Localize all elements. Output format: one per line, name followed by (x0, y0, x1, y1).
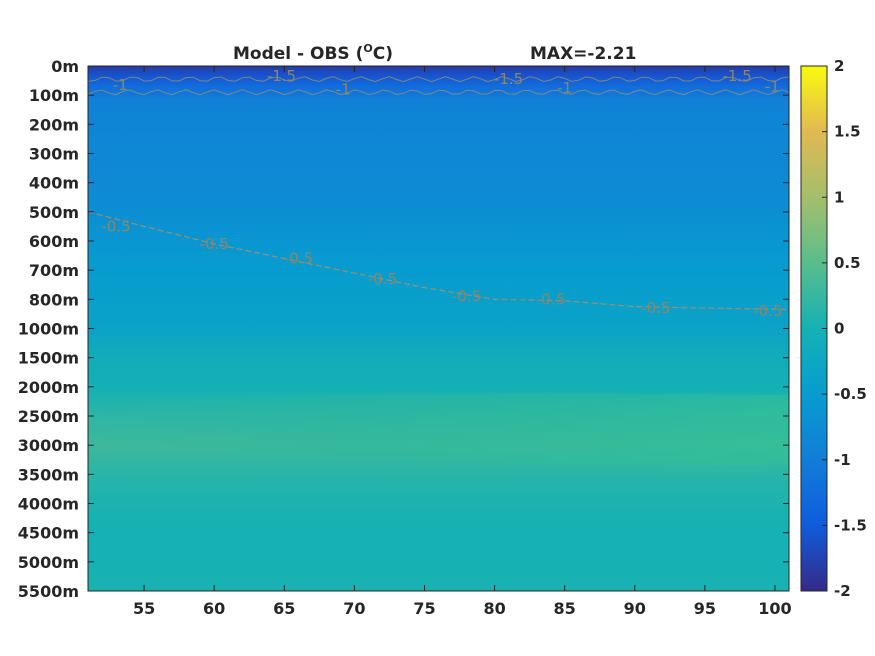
y-tick-label: 2500m (18, 407, 79, 426)
title-text: Model - OBS ( (233, 44, 363, 64)
contour-label: -0.5 (536, 290, 565, 308)
contour-label: -0.5 (368, 270, 397, 288)
y-tick-label: 3000m (18, 436, 79, 455)
colorbar-tick-label: -0.5 (834, 385, 867, 403)
y-tick-label: 1500m (18, 349, 79, 368)
contour-label: -0.5 (101, 217, 130, 235)
y-tick-label: 500m (29, 203, 79, 222)
x-tick-label: 75 (413, 599, 435, 618)
contour-label: -0.5 (452, 287, 481, 305)
contour-label: -0.5 (753, 302, 782, 320)
colorbar-tick-label: 1.5 (834, 123, 861, 141)
colorbar-tick-label: 2 (834, 57, 844, 75)
colorbar-tick-label: 1 (834, 188, 844, 206)
colorbar-tick-label: 0.5 (834, 254, 861, 272)
bottom-water-tongue (88, 393, 789, 467)
contour-label: -1 (765, 77, 780, 95)
contour-line-minus-0.5 (88, 211, 789, 311)
contour-lines (88, 76, 789, 311)
x-tick-label: 60 (203, 599, 225, 618)
colorbar-tick-label: -1.5 (834, 516, 867, 534)
y-tick-label: 4000m (18, 495, 79, 514)
contour-label: -1.5 (494, 70, 523, 88)
heatmap-field (88, 66, 789, 591)
contour-line-surface (88, 76, 789, 83)
contour-label: -0.5 (284, 250, 313, 268)
plot-area: -1 -1.5 -1 -1.5 -1 -1.5 -1 -0.5 -0.5 -0.5 -0.5 -0.5… (88, 66, 789, 591)
title-unit: C) (373, 44, 393, 64)
x-tick-label: 65 (273, 599, 295, 618)
y-tick-label: 400m (29, 174, 79, 193)
x-tick-label: 55 (133, 599, 155, 618)
colorbar-tick-label: -2 (834, 582, 851, 600)
y-tick-label: 3500m (18, 465, 79, 484)
x-tick-label: 85 (554, 599, 576, 618)
contour-label: -1 (336, 80, 351, 98)
y-tick-label: 5000m (18, 553, 79, 572)
contour-label: -1.5 (722, 67, 751, 85)
contour-label: -1 (557, 79, 572, 97)
contour-label: -0.5 (200, 235, 229, 253)
y-tick-label: 4500m (18, 524, 79, 543)
x-tick-label: 90 (624, 599, 646, 618)
contour-label: -1 (113, 76, 128, 94)
x-tick-label: 95 (694, 599, 716, 618)
x-tick-label: 100 (758, 599, 791, 618)
y-tick-label: 0m (51, 57, 79, 76)
contour-label: -1.5 (267, 67, 296, 85)
y-tick-label: 700m (29, 261, 79, 280)
chart-title-left: Model - OBS (OC) (233, 42, 393, 64)
chart-title-right: MAX=-2.21 (530, 44, 636, 64)
x-tick-label: 80 (483, 599, 505, 618)
colorbar-ticks: 2 1.5 1 0.5 0 -0.5 -1 -1.5 -2 (822, 57, 867, 600)
y-tick-label: 800m (29, 290, 79, 309)
y-tick-label: 1000m (18, 320, 79, 339)
y-tick-label: 300m (29, 145, 79, 164)
y-tick-label: 5500m (18, 582, 79, 601)
y-axis: 0m 100m 200m 300m 400m 500m 600m 700m 800m 1000m 1… (18, 57, 789, 601)
x-axis: 55 60 65 70 75 80 85 90 95 100 (133, 66, 792, 618)
contour-label: -0.5 (641, 299, 670, 317)
x-tick-label: 70 (343, 599, 365, 618)
colorbar-tick-label: -1 (834, 451, 851, 469)
title-superscript: O (363, 42, 372, 55)
contour-line-surface (88, 89, 789, 96)
y-tick-label: 200m (29, 115, 79, 134)
colorbar-tick-label: 0 (834, 320, 844, 338)
contour-labels: -1 -1.5 -1 -1.5 -1 -1.5 -1 -0.5 -0.5 -0.5 -0.5 -0.5… (101, 67, 782, 320)
y-tick-label: 100m (29, 86, 79, 105)
y-tick-label: 2000m (18, 378, 79, 397)
y-tick-label: 600m (29, 232, 79, 251)
